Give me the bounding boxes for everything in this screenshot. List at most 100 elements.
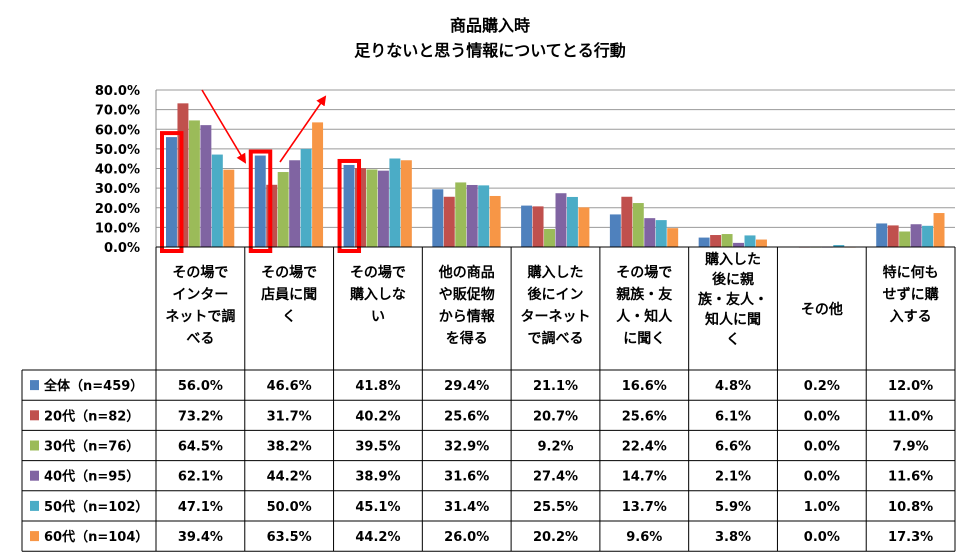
legend-label: 20代（n=82） [44, 408, 139, 424]
legend-label: 全体（n=459） [43, 378, 143, 394]
table-cell: 26.0% [444, 530, 489, 545]
table-cell: 44.2% [267, 470, 312, 485]
category-label: 人・知人 [616, 308, 673, 325]
table-cell: 39.4% [178, 530, 223, 545]
chart-title: 商品購入時 [450, 16, 530, 35]
y-tick-label: 50.0% [95, 143, 140, 158]
category-label: その他 [801, 301, 843, 318]
table-cell: 25.6% [444, 409, 489, 424]
category-label: 購入した [527, 264, 584, 281]
bar [466, 184, 478, 247]
table-cell: 9.6% [626, 530, 662, 545]
bar [644, 218, 656, 247]
legend-swatch [30, 531, 39, 542]
y-tick-label: 10.0% [95, 221, 140, 236]
legend-swatch [30, 500, 39, 511]
table-cell: 31.7% [267, 409, 312, 424]
table-cell: 22.4% [622, 440, 667, 455]
bar [922, 225, 934, 247]
category-label: 親族・友 [616, 286, 672, 303]
legend-swatch [30, 380, 39, 391]
bar [432, 189, 444, 247]
category-label: その場で [172, 264, 228, 281]
category-label: 購入した [704, 251, 761, 268]
table-cell: 0.0% [804, 440, 840, 455]
bar [200, 125, 212, 247]
table-cell: 56.0% [178, 379, 223, 394]
y-tick-label: 0.0% [104, 241, 140, 256]
bar [698, 237, 710, 247]
bar [532, 206, 544, 247]
bar [733, 242, 745, 247]
table-cell: 21.1% [533, 379, 578, 394]
table-cell: 0.0% [804, 470, 840, 485]
highlight-box [248, 149, 273, 253]
category-label: せずに購 [883, 286, 939, 303]
table-cell: 32.9% [444, 440, 489, 455]
category-label: その場で [616, 264, 672, 281]
table-cell: 38.2% [267, 440, 312, 455]
bar [521, 205, 533, 247]
table-cell: 46.6% [267, 379, 312, 394]
chart-title: 足りないと思う情報についてとる行動 [354, 41, 626, 60]
table-cell: 12.0% [888, 379, 933, 394]
bar [578, 207, 590, 247]
y-tick-label: 80.0% [95, 84, 140, 99]
bar [254, 155, 266, 247]
table-cell: 3.8% [715, 530, 751, 545]
y-tick-label: 60.0% [95, 123, 140, 138]
category-label: 後にイン [528, 286, 584, 303]
table-cell: 4.8% [715, 379, 751, 394]
bar [555, 193, 567, 247]
category-label: に聞く [623, 331, 665, 347]
bar [833, 245, 845, 247]
bar [899, 231, 911, 247]
y-tick-label: 20.0% [95, 202, 140, 217]
table-cell: 73.2% [178, 409, 223, 424]
bar [609, 214, 621, 247]
table-cell: 11.0% [888, 409, 933, 424]
y-tick-label: 70.0% [95, 104, 140, 119]
table-cell: 44.2% [355, 530, 400, 545]
category-label: その場で [350, 264, 406, 281]
table-cell: 50.0% [267, 500, 312, 515]
table-cell: 31.6% [444, 470, 489, 485]
table-cell: 25.6% [622, 409, 667, 424]
bar [277, 172, 289, 247]
table-cell: 41.8% [355, 379, 400, 394]
table-cell: 38.9% [355, 470, 400, 485]
bar [933, 213, 945, 247]
legend-label: 30代（n=76） [44, 439, 139, 455]
bar [544, 228, 555, 247]
y-tick-label: 40.0% [95, 163, 140, 178]
category-label: から情報 [439, 308, 496, 325]
legend-label: 60代（n=104） [44, 529, 148, 545]
table-cell: 47.1% [178, 500, 223, 515]
table-cell: 2.1% [715, 470, 751, 485]
table-cell: 1.0% [804, 500, 840, 515]
table-cell: 20.2% [533, 530, 578, 545]
category-label: その場で [261, 264, 317, 281]
table-cell: 39.5% [355, 440, 400, 455]
bar [489, 195, 501, 247]
table-cell: 45.1% [355, 500, 400, 515]
category-label: い [371, 309, 385, 325]
table-cell: 9.2% [537, 440, 573, 455]
table-cell: 6.6% [715, 440, 751, 455]
table-cell: 7.9% [893, 440, 929, 455]
table-cell: 20.7% [533, 409, 578, 424]
category-label: 知人に聞 [705, 311, 761, 328]
category-label: 他の商品 [438, 264, 495, 281]
bar [211, 154, 223, 247]
highlight-box [160, 131, 184, 254]
bar [755, 239, 767, 247]
bar [188, 120, 200, 247]
bar [455, 182, 467, 247]
category-label: べる [186, 331, 214, 347]
table-cell: 16.6% [622, 379, 667, 394]
bar [223, 169, 235, 247]
table-cell: 10.8% [888, 500, 933, 515]
table-cell: 11.6% [888, 470, 933, 485]
bar [632, 203, 644, 247]
